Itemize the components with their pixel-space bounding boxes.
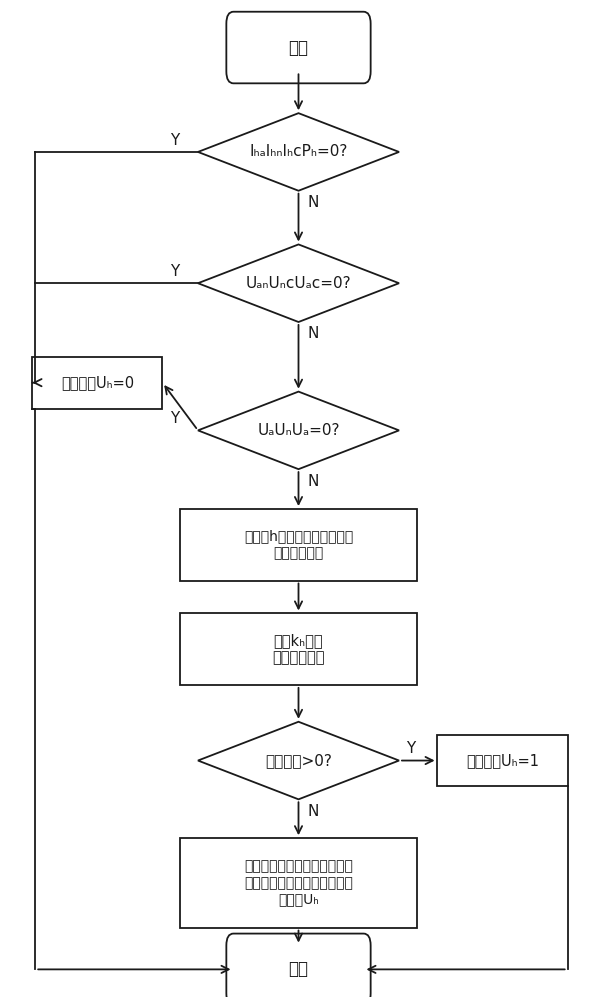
Text: 确定kₕ时刻
计算功率偏移: 确定kₕ时刻 计算功率偏移 <box>272 633 325 665</box>
Text: N: N <box>307 804 319 819</box>
Text: 结束: 结束 <box>288 960 309 978</box>
Text: 根据功率偏移，利用逆变器运
行状态转移的获得概率分布融
合参数Uₕ: 根据功率偏移，利用逆变器运 行状态转移的获得概率分布融 合参数Uₕ <box>244 860 353 906</box>
Polygon shape <box>198 392 399 469</box>
Polygon shape <box>198 113 399 191</box>
Text: 功率偏移>0?: 功率偏移>0? <box>265 753 332 768</box>
Text: N: N <box>307 474 319 489</box>
Bar <box>180 509 417 581</box>
Text: UₐₙUₙᴄUₐᴄ=0?: UₐₙUₙᴄUₐᴄ=0? <box>246 276 351 291</box>
Text: Y: Y <box>170 133 179 148</box>
Bar <box>438 735 568 786</box>
Text: Y: Y <box>170 411 179 426</box>
Text: UₐUₙUₐ=0?: UₐUₙUₐ=0? <box>257 423 340 438</box>
Text: 融合参数Uₕ=1: 融合参数Uₕ=1 <box>466 753 539 768</box>
Text: N: N <box>307 195 319 210</box>
Text: Y: Y <box>406 741 416 756</box>
Polygon shape <box>198 722 399 799</box>
FancyBboxPatch shape <box>226 12 371 83</box>
Text: 开始: 开始 <box>288 39 309 57</box>
Bar <box>180 613 417 685</box>
Text: IₕₐIₕₙIₕᴄPₕ=0?: IₕₐIₕₙIₕᴄPₕ=0? <box>250 144 347 159</box>
FancyBboxPatch shape <box>226 934 371 1000</box>
Text: 计算第h路当前数据与历史数
据间欧式距离: 计算第h路当前数据与历史数 据间欧式距离 <box>244 530 353 560</box>
Polygon shape <box>198 244 399 322</box>
Text: Y: Y <box>170 264 179 279</box>
Text: N: N <box>307 326 319 341</box>
Bar <box>180 838 417 928</box>
Bar <box>32 357 162 409</box>
Text: 融合参数Uₕ=0: 融合参数Uₕ=0 <box>61 375 134 390</box>
